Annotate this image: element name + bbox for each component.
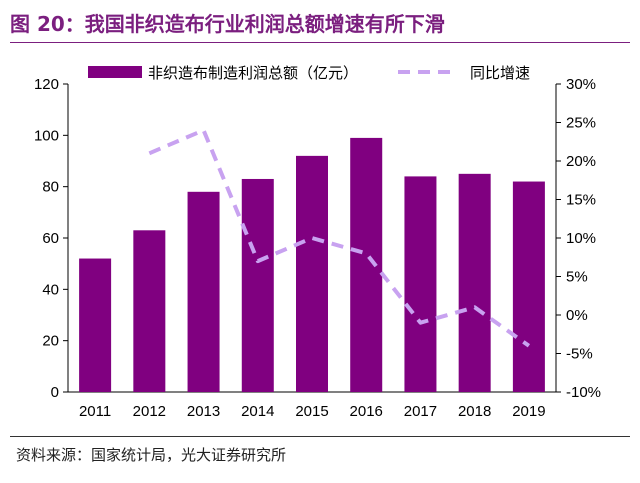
bar-series [79,137,545,392]
bar [133,230,166,392]
x-tick-label: 2014 [241,403,274,420]
x-tick-label: 2012 [133,403,166,420]
legend: 非织造布制造利润总额（亿元） 同比增速 [88,64,530,82]
x-tick-label: 2015 [295,403,328,420]
tick-labels: 0 20 40 60 80 100 120 -10% -5% 0% 5% 10% 15% 20% 25% 30… [34,76,601,420]
bar [404,176,437,392]
y-right-tick-label: 30% [566,76,596,93]
y-right-tick-label: 0% [566,307,588,324]
bar [296,155,328,392]
x-tick-label: 2016 [350,403,383,420]
legend-swatch-bar [88,66,142,78]
y-right-tick-label: -10% [566,384,601,401]
y-left-tick-label: 120 [34,76,59,93]
legend-label-line: 同比增速 [470,64,530,82]
bar [241,178,274,392]
x-tick-label: 2019 [512,403,545,420]
y-left-tick-label: 0 [51,384,59,401]
y-right-tick-label: 10% [566,230,596,247]
y-right-tick-label: 5% [566,269,588,286]
bar [512,181,545,392]
bar [187,191,220,392]
y-left-tick-label: 100 [34,127,59,144]
title-divider [10,42,630,43]
y-right-tick-label: -5% [566,346,593,363]
y-left-tick-label: 80 [42,179,59,196]
line-series [148,128,531,348]
x-tick-label: 2013 [187,403,220,420]
bar [458,173,491,392]
chart-title: 图 20：我国非织造布行业利润总额增速有所下滑 [10,12,445,36]
y-left-tick-label: 40 [42,281,59,298]
y-right-tick-label: 15% [566,192,596,209]
growth-line [148,128,531,348]
x-tick-label: 2011 [79,403,111,420]
y-left-tick-label: 60 [42,230,59,247]
y-right-tick-label: 20% [566,153,596,170]
source-note: 资料来源：国家统计局，光大证券研究所 [16,446,287,464]
y-left-tick-label: 20 [42,333,59,350]
y-right-tick-label: 25% [566,115,596,132]
source-divider [10,436,630,437]
x-tick-label: 2017 [404,403,437,420]
x-tick-label: 2018 [458,403,491,420]
legend-label-bar: 非织造布制造利润总额（亿元） [148,64,358,82]
bar [79,258,112,392]
